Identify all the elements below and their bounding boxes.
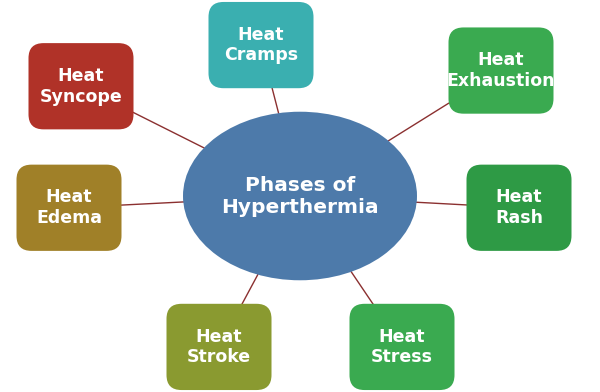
Text: Heat
Cramps: Heat Cramps	[224, 26, 298, 64]
Text: Heat
Stroke: Heat Stroke	[187, 328, 251, 366]
Text: Heat
Exhaustion: Heat Exhaustion	[447, 51, 555, 90]
FancyBboxPatch shape	[349, 304, 455, 390]
FancyBboxPatch shape	[167, 304, 271, 390]
Text: Heat
Stress: Heat Stress	[371, 328, 433, 366]
Text: Heat
Syncope: Heat Syncope	[40, 67, 122, 105]
FancyBboxPatch shape	[449, 27, 554, 114]
Text: Phases of
Hyperthermia: Phases of Hyperthermia	[221, 176, 379, 216]
Text: Heat
Rash: Heat Rash	[495, 189, 543, 227]
FancyBboxPatch shape	[209, 2, 314, 88]
FancyBboxPatch shape	[29, 43, 133, 129]
Text: Heat
Edema: Heat Edema	[36, 189, 102, 227]
FancyBboxPatch shape	[17, 165, 121, 251]
FancyBboxPatch shape	[467, 165, 571, 251]
Ellipse shape	[183, 112, 417, 280]
